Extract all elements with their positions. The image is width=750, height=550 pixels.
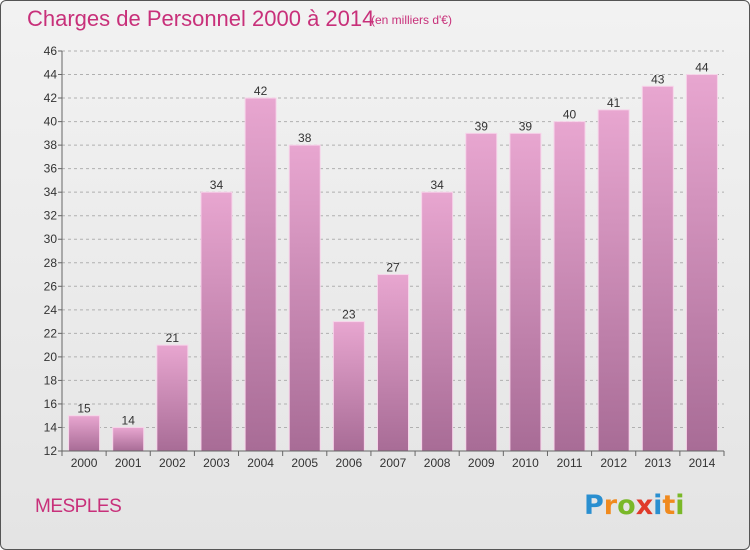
x-tick-label: 2013	[644, 456, 671, 470]
bar-value-label: 34	[210, 178, 224, 192]
bar-value-label: 27	[386, 261, 400, 275]
bar-value-label: 40	[563, 108, 577, 122]
x-tick-label: 2003	[203, 456, 230, 470]
y-tick-label: 14	[44, 420, 58, 434]
bar	[509, 132, 542, 452]
bar	[68, 415, 101, 452]
x-tick-label: 2004	[247, 456, 274, 470]
y-tick-label: 36	[44, 162, 58, 176]
y-tick-label: 18	[44, 373, 58, 387]
bar	[553, 121, 586, 452]
data-labels: 15 14 21 34 42 38 23 27 34 39 39 40 41 43 44	[77, 61, 709, 428]
y-tick-label: 26	[44, 279, 58, 293]
bar	[465, 132, 498, 452]
x-tick-label: 2011	[557, 456, 583, 470]
bar	[156, 344, 189, 452]
bar-value-label: 38	[298, 131, 312, 145]
bar	[685, 74, 718, 452]
y-tick-label: 16	[44, 397, 58, 411]
y-tick-label: 34	[44, 185, 58, 199]
x-tick-label: 2008	[424, 456, 451, 470]
place-name: MESPLES	[35, 496, 122, 517]
x-tick-label: 2005	[291, 456, 318, 470]
y-tick-label: 38	[44, 138, 58, 152]
bar	[200, 191, 233, 452]
bar-value-label: 44	[695, 61, 709, 75]
x-tick-label: 2007	[380, 456, 407, 470]
bars	[68, 74, 718, 452]
y-tick-label: 44	[44, 68, 58, 82]
bar-value-label: 39	[519, 119, 533, 133]
bar	[377, 274, 409, 452]
bar-value-label: 14	[122, 413, 136, 427]
y-tick-label: 28	[44, 256, 58, 270]
bar	[244, 97, 277, 452]
x-tick-label: 2002	[159, 456, 186, 470]
bar	[288, 144, 321, 452]
x-tick-label: 2000	[71, 456, 98, 470]
bar-value-label: 23	[342, 308, 356, 322]
x-axis-ticks: 2000 2001 2002 2003 2004 2005 2006 2007 2008 2009…	[61, 451, 725, 470]
y-tick-label: 24	[44, 303, 58, 317]
chart-title: Charges de Personnel 2000 à 2014	[27, 6, 375, 31]
bar-value-label: 43	[651, 72, 665, 86]
y-tick-label: 42	[44, 91, 58, 105]
y-tick-label: 32	[44, 209, 58, 223]
y-tick-label: 20	[44, 350, 58, 364]
bar	[641, 85, 674, 452]
x-tick-label: 2006	[336, 456, 363, 470]
y-tick-label: 40	[44, 115, 58, 129]
bar-value-label: 34	[430, 178, 444, 192]
x-tick-label: 2001	[115, 456, 142, 470]
bar	[112, 426, 145, 452]
proxiti-logo[interactable]: Proxiti	[584, 490, 685, 521]
bar	[421, 191, 454, 452]
bar-value-label: 39	[475, 119, 489, 133]
chart-subtitle: (en milliers d'€)	[371, 13, 452, 27]
bar-value-label: 21	[166, 331, 180, 345]
y-tick-label: 12	[44, 444, 58, 458]
y-axis-ticks: 12 14 16 18 20 22 24 26 28 30 32 34 36 38 40 42 44 46	[44, 44, 62, 458]
x-tick-label: 2010	[512, 456, 539, 470]
bar-value-label: 41	[607, 96, 621, 110]
y-tick-label: 46	[44, 44, 58, 58]
bar-value-label: 42	[254, 84, 268, 98]
y-tick-label: 22	[44, 326, 58, 340]
x-tick-label: 2012	[600, 456, 627, 470]
bar-value-label: 15	[77, 402, 91, 416]
x-tick-label: 2014	[689, 456, 716, 470]
bar	[332, 321, 365, 452]
x-tick-label: 2009	[468, 456, 495, 470]
y-tick-label: 30	[44, 232, 58, 246]
bar	[597, 109, 630, 452]
